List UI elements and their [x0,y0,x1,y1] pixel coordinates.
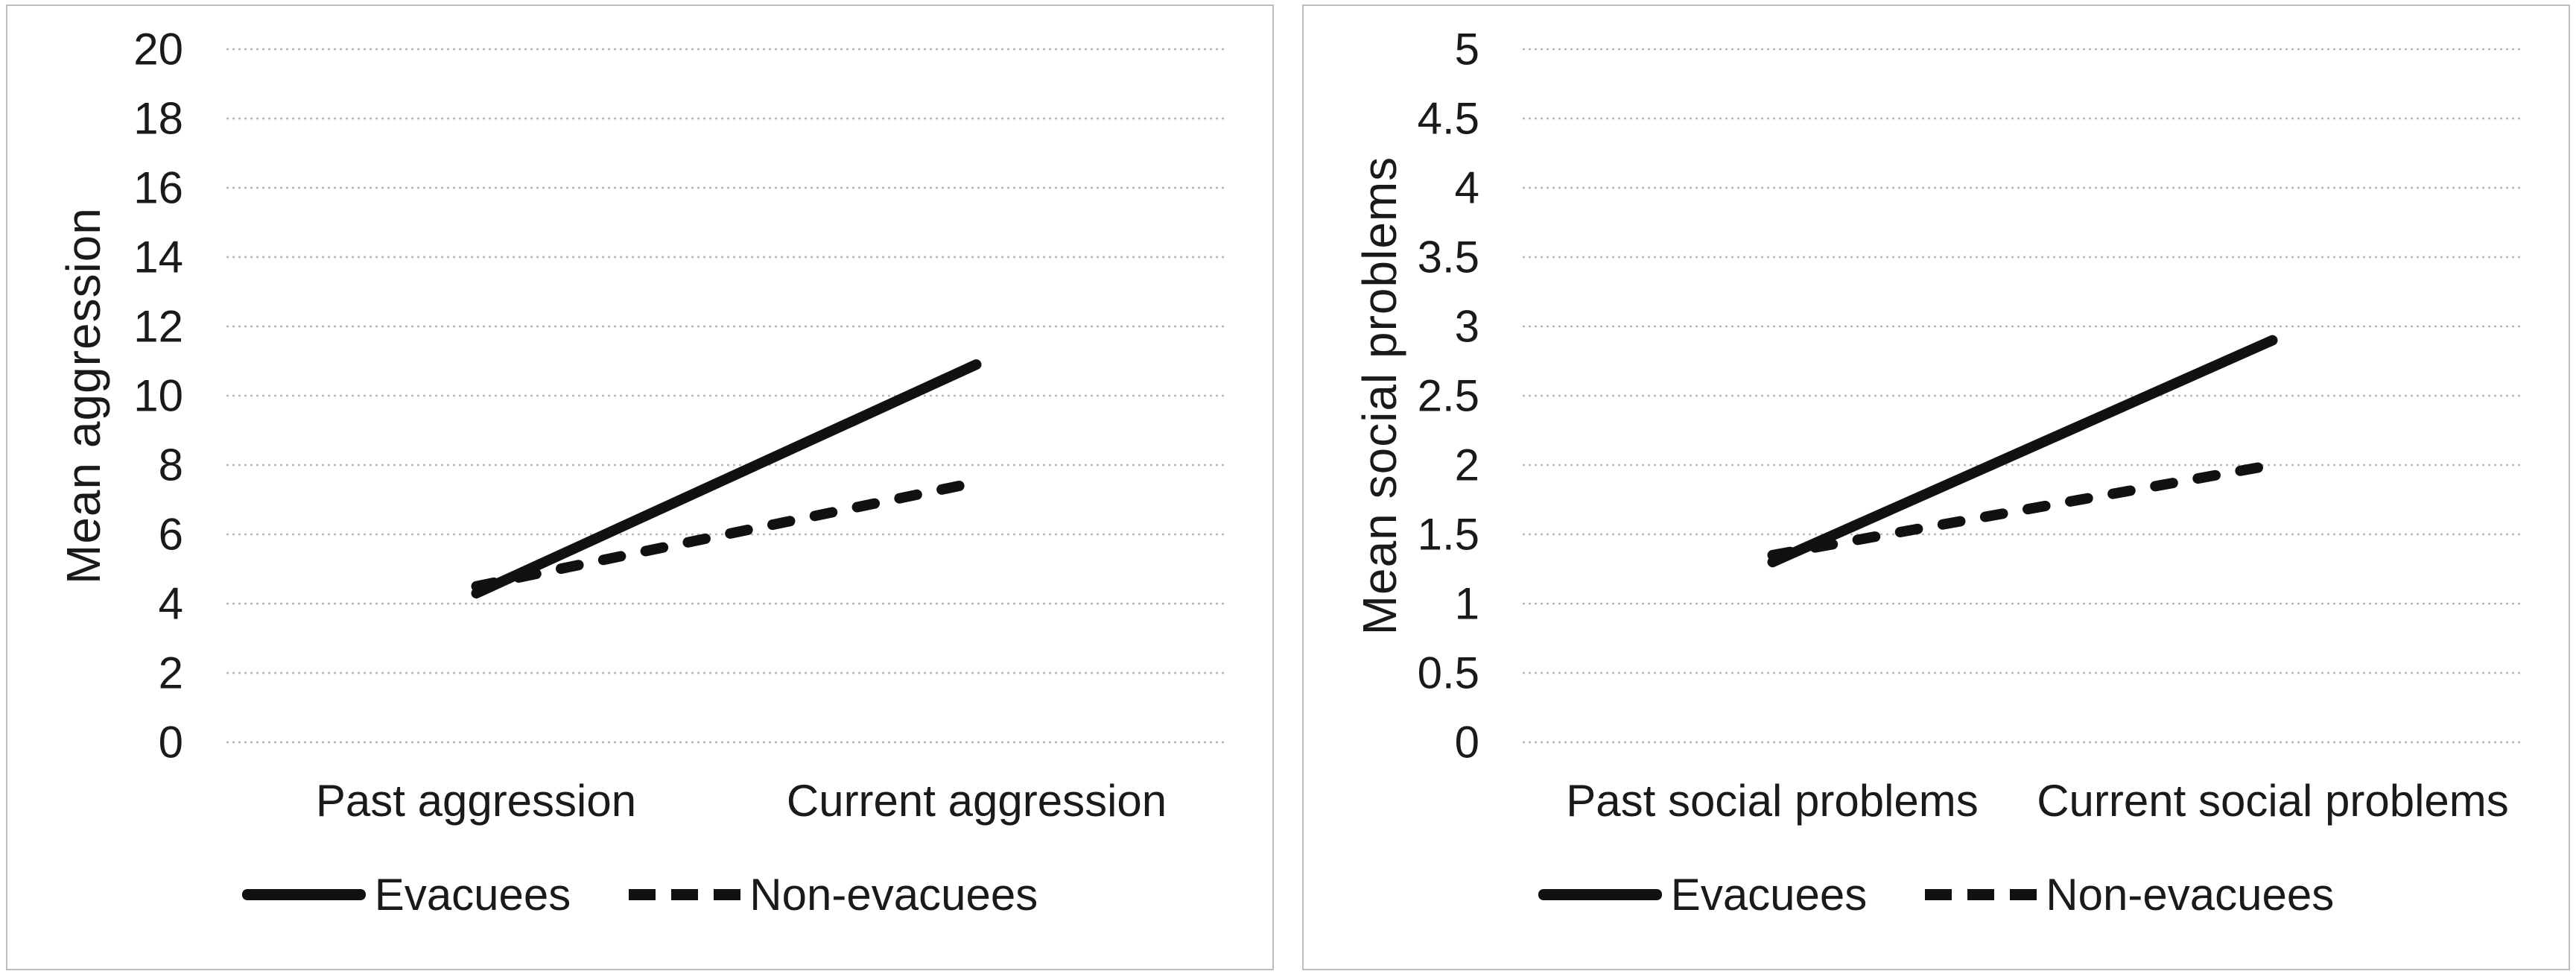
legend-item-non-evacuees: Non-evacuees [1925,869,2334,920]
series-line-evacuees [1767,335,2278,568]
legend-item-evacuees: Evacuees [1538,869,1868,920]
legend-label: Non-evacuees [2046,870,2335,920]
y-axis-title: Mean social problems [1353,156,1406,636]
chart-panel-social-problems: 5 4.5 4 3.5 3 2.5 2 1.5 1 0.5 0 Mean social proble… [1302,4,2570,970]
y-tick-label: 0 [1455,718,1479,768]
legend-label: Evacuees [374,870,571,920]
y-tick-label: 18 [133,94,183,144]
y-tick-label: 5 [1455,25,1479,75]
y-axis-title: Mean aggression [57,207,110,584]
legend-item-non-evacuees: Non-evacuees [629,869,1038,920]
y-tick-label: 20 [133,25,183,75]
legend-solid-line-swatch [241,889,366,900]
x-category-label: Current social problems [2037,776,2509,826]
y-tick-label: 16 [133,163,183,213]
legend-solid-line-swatch [1538,889,1662,900]
x-category-label: Past aggression [315,776,637,826]
series-line-non-evacuees [1767,460,2278,560]
y-tick-label: 1 [1455,579,1479,629]
y-tick-label: 0.5 [1418,648,1479,698]
y-tick-label: 4.5 [1418,94,1479,144]
y-tick-label: 2 [159,648,183,698]
chart-panel-aggression: 20 18 16 14 12 10 8 6 4 2 0 Mean aggression Past a… [6,4,1274,970]
y-tick-label: 2.5 [1418,371,1479,421]
y-tick-label: 2 [1455,440,1479,490]
y-tick-label: 8 [159,440,183,490]
y-tick-label: 4 [1455,163,1479,213]
legend-dashed-line-swatch [629,889,741,900]
y-tick-label: 14 [133,233,183,282]
legend: Evacuees Non-evacuees [7,869,1272,920]
legend-item-evacuees: Evacuees [241,869,571,920]
series-line-non-evacuees [471,477,982,592]
y-tick-label: 12 [133,302,183,352]
y-tick-label: 6 [159,510,183,560]
y-tick-label: 4 [159,579,183,629]
y-tick-label: 1.5 [1418,510,1479,560]
plot-area: 5 4.5 4 3.5 3 2.5 2 1.5 1 0.5 0 [1418,25,2522,768]
legend-label: Evacuees [1670,870,1868,920]
legend-dashed-line-swatch [1925,889,2037,900]
y-tick-label: 3 [1455,302,1479,352]
legend-label: Non-evacuees [749,870,1038,920]
y-tick-label: 10 [133,371,183,421]
series-line-evacuees [471,359,982,599]
y-tick-label: 0 [159,718,183,768]
x-category-label: Current aggression [786,776,1167,826]
legend: Evacuees Non-evacuees [1304,869,2569,920]
y-tick-label: 3.5 [1418,233,1479,282]
x-category-label: Past social problems [1566,776,1979,826]
